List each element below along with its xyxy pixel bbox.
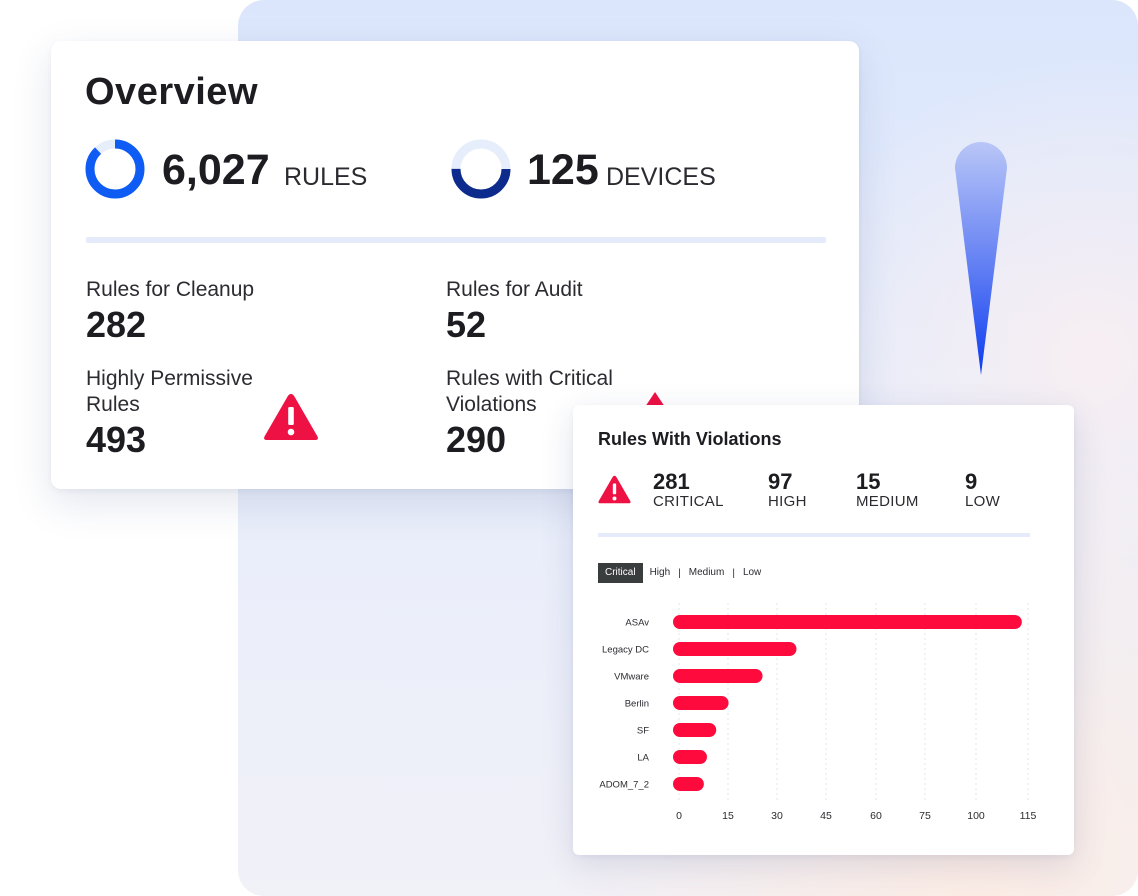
needle-decoration bbox=[955, 142, 1007, 375]
devices-count: 125 bbox=[527, 146, 599, 194]
audit-value: 52 bbox=[446, 304, 487, 345]
bar bbox=[673, 669, 763, 683]
rules-ring-chart bbox=[85, 139, 145, 199]
tab-separator: | bbox=[732, 567, 735, 579]
bar bbox=[673, 777, 704, 791]
medium-label: MEDIUM bbox=[856, 493, 919, 510]
warning-icon bbox=[598, 475, 631, 504]
cleanup-label: Rules for Cleanup bbox=[86, 278, 255, 301]
warning-icon bbox=[645, 392, 665, 407]
tick-label: 100 bbox=[967, 810, 985, 822]
critical-violations-label: Rules with Critical Violations bbox=[446, 367, 613, 416]
category-label: ASAv bbox=[625, 618, 649, 629]
tab-medium[interactable]: Medium bbox=[688, 567, 725, 578]
devices-unit: DEVICES bbox=[606, 163, 716, 191]
tab-separator: | bbox=[678, 567, 681, 579]
overview-title: Overview bbox=[85, 71, 258, 113]
bar bbox=[673, 642, 797, 656]
tick-label: 0 bbox=[676, 810, 682, 822]
devices-ring-chart bbox=[451, 139, 511, 199]
tick-label: 45 bbox=[820, 810, 832, 822]
tick-label: 15 bbox=[722, 810, 734, 822]
tick-label: 75 bbox=[919, 810, 931, 822]
category-label: VMware bbox=[614, 672, 649, 683]
high-count: 97 bbox=[768, 469, 793, 494]
tick-label: 115 bbox=[1020, 810, 1037, 822]
bar bbox=[673, 615, 1022, 629]
tick-label: 30 bbox=[771, 810, 783, 822]
category-label: SF bbox=[637, 726, 649, 737]
medium-count: 15 bbox=[856, 469, 881, 494]
low-label: LOW bbox=[965, 493, 1001, 510]
permissive-value: 493 bbox=[86, 419, 147, 460]
critical-label: CRITICAL bbox=[653, 493, 724, 510]
critical-count: 281 bbox=[653, 469, 690, 494]
violations-title: Rules With Violations bbox=[598, 429, 782, 449]
critical-violations-value: 290 bbox=[446, 419, 507, 460]
low-count: 9 bbox=[965, 469, 978, 494]
audit-label: Rules for Audit bbox=[446, 278, 583, 301]
severity-filter: Critical High | Medium | Low bbox=[598, 563, 768, 583]
cleanup-value: 282 bbox=[86, 304, 147, 345]
tab-high[interactable]: High bbox=[649, 567, 671, 578]
bar bbox=[673, 696, 729, 710]
tab-low[interactable]: Low bbox=[742, 567, 762, 578]
high-label: HIGH bbox=[768, 493, 807, 510]
bar bbox=[673, 723, 717, 737]
overview-divider bbox=[86, 237, 826, 243]
violations-card: Rules With Violations 281 CRITICAL 97 HI… bbox=[573, 405, 1074, 855]
category-label: LA bbox=[637, 753, 649, 764]
bar bbox=[673, 750, 707, 764]
violations-divider bbox=[598, 533, 1030, 537]
permissive-label: Highly Permissive Rules bbox=[86, 367, 253, 416]
tab-critical[interactable]: Critical bbox=[598, 563, 643, 583]
warning-icon bbox=[264, 394, 318, 440]
category-label: ADOM_7_2 bbox=[599, 780, 649, 791]
overview-card: Overview 6,027 RULES 125 DEVICES Rules f… bbox=[51, 41, 859, 489]
rules-count: 6,027 bbox=[162, 146, 270, 194]
violations-bar-chart: ASAv Legacy DC VMware Berlin SF LA ADOM_7_2 0 15… bbox=[599, 603, 1037, 822]
rules-unit: RULES bbox=[284, 163, 368, 191]
tick-label: 60 bbox=[870, 810, 882, 822]
category-label: Legacy DC bbox=[602, 645, 649, 656]
category-label: Berlin bbox=[625, 699, 649, 710]
